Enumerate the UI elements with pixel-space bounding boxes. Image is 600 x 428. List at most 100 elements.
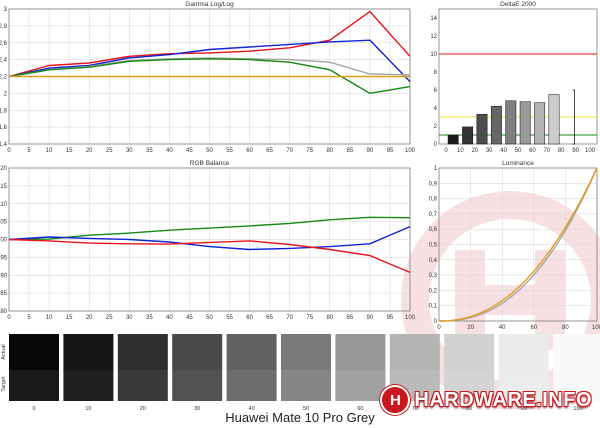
swatch-target: [226, 370, 277, 401]
x-tick-label: 50: [206, 148, 213, 154]
x-tick-label: 40: [166, 148, 173, 154]
swatch-target: [335, 370, 386, 401]
x-tick-label: 20: [86, 315, 93, 321]
hardware-info-logo: H HARDWARE.INFO: [380, 385, 592, 415]
logo-badge: H: [380, 385, 411, 415]
x-tick-label: 70: [543, 148, 550, 154]
x-tick-label: 20: [86, 148, 93, 154]
page-title: Huawei Mate 10 Pro Grey: [225, 410, 375, 425]
luminance-title: Luminance: [502, 160, 534, 167]
x-tick-label: 75: [306, 315, 313, 321]
x-tick-label: 20: [467, 325, 474, 331]
swatch-target: [117, 370, 168, 401]
range-bracket: [572, 89, 575, 145]
x-tick-label: 30: [126, 315, 133, 321]
y-tick-label: 105: [0, 220, 8, 226]
x-tick-label: 25: [106, 315, 113, 321]
swatch-actual: [226, 334, 277, 370]
x-tick-label: 100: [405, 148, 416, 154]
y-tick-label: 120: [0, 166, 8, 172]
x-tick-label: 65: [266, 148, 273, 154]
x-tick-label: 15: [66, 315, 73, 321]
x-tick-label: 70: [286, 315, 293, 321]
y-tick-label: 80: [0, 309, 7, 315]
y-tick-label: 0: [434, 319, 438, 325]
swatch-target: [63, 370, 114, 401]
gamma-series-red: [8, 10, 411, 78]
y-tick-label: 2,6: [0, 41, 8, 47]
y-tick-label: 1,4: [0, 142, 8, 148]
gamma-series-blue: [8, 39, 411, 83]
y-tick-label: 0,7: [429, 212, 438, 218]
y-tick-label: 10: [430, 52, 437, 58]
y-tick-label: 2: [4, 91, 8, 97]
swatch-target: [172, 370, 223, 401]
y-tick-label: 0,9: [429, 181, 438, 187]
x-tick-label: 35: [146, 148, 153, 154]
x-tick-label: 0: [437, 325, 441, 331]
y-tick-label: 85: [0, 291, 7, 297]
y-tick-label: 110: [0, 202, 8, 208]
x-tick-label: 10: [46, 315, 53, 321]
deltae-bar: [490, 105, 502, 145]
y-tick-label: 1: [434, 166, 438, 172]
rgb-series-blue: [8, 225, 411, 251]
y-tick-label: 0: [434, 142, 438, 148]
swatch-actual: [553, 334, 600, 370]
x-tick-label: 60: [246, 315, 253, 321]
y-tick-label: 95: [0, 255, 7, 261]
luminance-chart: Luminance 0 20 40 60 80 100 0 0,1 0,2 0,3 0,4 0,5 0,6…: [429, 160, 600, 331]
y-tick-label: 2,8: [0, 24, 8, 30]
y-tick-label: 0,5: [429, 243, 438, 249]
gamma-series-green: [8, 58, 411, 95]
x-tick-label: 100: [592, 325, 600, 331]
y-tick-label: 1,6: [0, 125, 8, 131]
logo-text: HARDWARE.INFO: [414, 388, 592, 411]
y-tick-label: 6: [434, 88, 438, 94]
swatch-target: [281, 370, 331, 401]
y-tick-label: 14: [430, 16, 437, 22]
x-tick-label: 5: [27, 315, 31, 321]
rgb-chart: RGB Balance 0 5 10 15 20 25 30 35 40 45 50 55 60 65 70 7…: [0, 160, 416, 321]
x-tick-label: 80: [326, 315, 333, 321]
swatch-actual: [117, 334, 168, 370]
swatch-label: 50: [303, 406, 309, 412]
rgb-title: RGB Balance: [190, 160, 230, 167]
deltae-bar: [534, 102, 546, 145]
deltae-title: DeltaE 2000: [500, 1, 536, 8]
swatch-label: 10: [85, 406, 91, 412]
y-tick-label: 0,2: [429, 288, 438, 294]
x-tick-label: 50: [206, 315, 213, 321]
y-tick-label: 0,8: [429, 197, 438, 203]
deltae-chart: DeltaE 2000 0 2 4 6 8 10 12 14 0 10 20 30 40 50 60 70 80 9…: [430, 1, 598, 154]
luminance-frame: [438, 167, 598, 322]
swatch-target: [9, 370, 59, 401]
x-tick-label: 85: [347, 148, 354, 154]
y-tick-label: 2,2: [0, 75, 8, 81]
y-tick-label: 8: [434, 70, 438, 76]
swatch-label: 20: [140, 406, 146, 412]
swatch-actual-label: Actual: [1, 344, 7, 359]
swatch-target: [444, 370, 495, 401]
x-tick-label: 40: [499, 325, 506, 331]
y-tick-label: 12: [430, 34, 437, 40]
x-tick-label: 45: [186, 315, 193, 321]
swatch-actual: [389, 334, 440, 370]
x-tick-label: 85: [347, 315, 354, 321]
swatch-label: 80: [466, 406, 472, 412]
swatch-actual: [281, 334, 331, 370]
swatch-label: 90: [521, 406, 527, 412]
swatch-actual: [63, 334, 114, 370]
rgb-series-green: [8, 216, 411, 241]
x-tick-label: 10: [46, 148, 53, 154]
deltae-bar: [462, 126, 474, 145]
x-tick-label: 40: [166, 315, 173, 321]
swatch-actual: [498, 334, 549, 370]
x-tick-label: 90: [367, 315, 374, 321]
x-tick-label: 60: [530, 325, 537, 331]
y-tick-label: 0,1: [429, 304, 438, 310]
y-tick-label: 3: [4, 7, 8, 13]
deltae-bar: [519, 101, 531, 145]
y-tick-label: 90: [0, 273, 7, 279]
